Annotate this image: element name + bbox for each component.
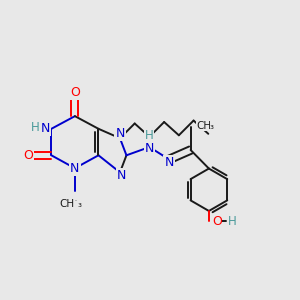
Text: ₃: ₃ (77, 200, 81, 209)
Text: N: N (40, 122, 50, 135)
Text: N: N (164, 156, 174, 169)
Text: O: O (70, 86, 80, 99)
Text: methyl: methyl (73, 200, 77, 201)
Text: N: N (145, 142, 154, 155)
Text: N: N (70, 162, 79, 175)
Text: CH: CH (60, 200, 75, 209)
Text: N: N (70, 162, 80, 175)
Text: H: H (145, 129, 154, 142)
Text: H: H (31, 122, 40, 134)
Text: ₃: ₃ (210, 122, 214, 131)
Text: O: O (23, 149, 33, 162)
Text: N: N (117, 169, 126, 182)
Text: CH: CH (196, 121, 211, 130)
Text: N: N (115, 127, 125, 140)
Text: H: H (228, 215, 237, 228)
Text: O: O (212, 215, 222, 228)
